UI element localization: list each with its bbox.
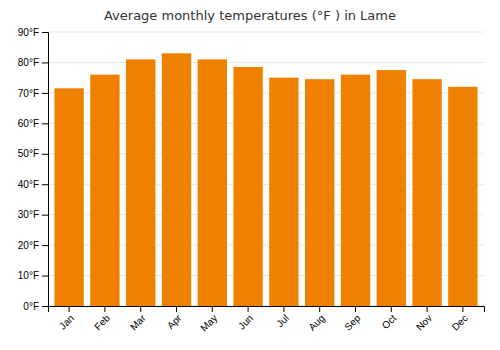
tick-label: 10°F [18,270,39,281]
tick-mark [140,306,141,312]
tick: Aug [306,306,326,333]
bars [54,53,477,306]
tick-label: Feb [92,312,112,332]
tick-mark [176,306,177,312]
bar [233,67,262,306]
chart: Average monthly temperatures (°F ) in La… [0,0,500,350]
tick-mark [355,306,356,312]
axis-line [49,307,485,313]
x-axis: Jan Feb Mar Apr May Jun Jul Aug Sep Oct Nov Dec [49,306,485,334]
tick-mark [42,245,48,246]
bar [269,78,298,306]
tick: Oct [380,306,399,331]
tick-label: 70°F [18,88,39,99]
tick: 50°F [18,148,48,159]
tick-mark [42,306,48,307]
tick: May [198,306,219,334]
tick: 60°F [18,118,48,129]
tick-label: 90°F [18,27,39,38]
tick-mark [104,306,105,312]
tick-label: 80°F [18,57,39,68]
tick-label: 40°F [18,179,39,190]
tick-mark [212,306,213,312]
tick-mark [42,32,48,33]
tick-mark [42,184,48,185]
tick-label: Nov [414,312,434,332]
tick-mark [42,215,48,216]
bar [412,79,441,306]
bar [54,88,83,306]
tick-mark [248,306,249,312]
tick-mark [283,306,284,312]
tick: Jan [57,306,76,332]
tick-mark [462,306,463,312]
y-axis: 0°F 10°F 20°F 30°F 40°F 50°F 60°F 70°F 80°F 90°F [18,27,49,312]
bar [126,59,155,306]
tick: Nov [414,306,434,333]
tick: 0°F [23,301,48,312]
tick-label: Jan [57,312,76,331]
tick-label: May [198,312,219,333]
tick-label: 0°F [23,301,39,312]
tick: Mar [128,306,148,332]
tick-label: Oct [380,312,399,331]
axis-line [42,33,49,307]
bar [448,87,477,306]
grid [48,32,484,306]
tick-mark [42,62,48,63]
grid-line [48,32,484,33]
tick: 10°F [18,270,48,281]
tick-mark [319,306,320,312]
tick: Jun [236,306,255,332]
tick-label: 50°F [18,148,39,159]
plot: 0°F 10°F 20°F 30°F 40°F 50°F 60°F 70°F 80°F 90°F J… [18,27,485,334]
tick-label: Sep [342,312,363,333]
tick-label: Apr [165,312,184,331]
tick-mark [42,276,48,277]
tick: Jul [274,306,291,329]
grid-line [48,62,484,63]
tick-mark [427,306,428,312]
tick-mark [69,306,70,312]
tick: 90°F [18,27,48,38]
tick: 70°F [18,88,48,99]
tick-label: Aug [306,312,326,332]
tick: Sep [342,306,363,333]
tick-label: 20°F [18,240,39,251]
tick: Apr [165,306,184,331]
tick-label: 60°F [18,118,39,129]
tick-label: Jun [236,312,255,331]
tick-mark [391,306,392,312]
tick: 80°F [18,57,48,68]
bar [377,70,406,306]
tick-mark [42,123,48,124]
bar [90,75,119,306]
bar [198,59,227,306]
tick-label: 30°F [18,209,39,220]
tick: Feb [92,306,112,332]
tick: Dec [450,306,470,333]
tick-label: Mar [128,312,148,332]
bar [341,75,370,306]
bar [162,53,191,306]
tick-label: Dec [450,312,470,332]
bar [305,79,334,306]
title: Average monthly temperatures (°F ) in La… [104,8,396,23]
tick-mark [42,154,48,155]
tick: 30°F [18,209,48,220]
tick: 20°F [18,240,48,251]
tick-mark [42,93,48,94]
tick: 40°F [18,179,48,190]
tick-label: Jul [274,312,291,329]
